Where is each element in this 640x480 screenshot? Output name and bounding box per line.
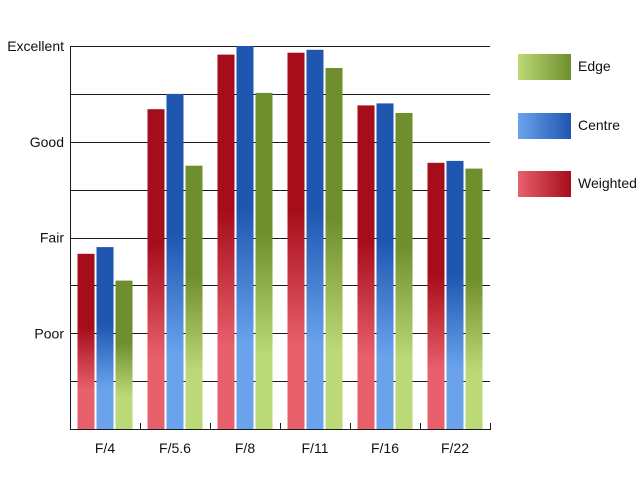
y-tick-label: Poor xyxy=(34,325,64,341)
legend-item-centre: Centre xyxy=(518,113,638,139)
bar-edge xyxy=(255,92,273,430)
legend-swatch-weighted xyxy=(518,171,571,197)
bar-edge xyxy=(115,280,133,429)
bar-centre xyxy=(376,103,394,430)
bar-edge xyxy=(465,168,483,429)
bars xyxy=(77,46,483,430)
gridlines xyxy=(70,46,490,382)
x-tick-label: F/22 xyxy=(441,440,469,456)
x-tick-label: F/8 xyxy=(235,440,255,456)
y-tick-label: Good xyxy=(30,134,64,150)
x-tick-label: F/4 xyxy=(95,440,115,456)
bar-weighted xyxy=(427,162,445,430)
legend-swatch-centre xyxy=(518,113,571,139)
x-tick-label: F/5.6 xyxy=(159,440,191,456)
legend-label-centre: Centre xyxy=(578,117,621,133)
bar-weighted xyxy=(77,253,95,429)
legend-item-weighted: Weighted xyxy=(518,171,638,197)
bar-edge xyxy=(185,165,203,429)
x-tick-label: F/11 xyxy=(302,440,329,456)
bar-centre xyxy=(96,247,114,429)
legend-label-edge: Edge xyxy=(578,58,611,74)
bar-weighted xyxy=(357,105,375,430)
bar-centre xyxy=(236,46,254,429)
axes xyxy=(70,46,491,430)
legend-swatch-edge xyxy=(518,54,571,80)
bar-centre xyxy=(306,49,324,430)
bar-weighted xyxy=(287,52,305,429)
bar-weighted xyxy=(217,54,235,429)
bar-weighted xyxy=(147,109,165,429)
y-tick-label: Fair xyxy=(40,230,64,246)
y-tick-label: Excellent xyxy=(7,38,64,54)
bar-centre xyxy=(446,160,464,429)
x-tick-label: F/16 xyxy=(371,440,399,456)
tick-labels: Poor Fair Good Excellent F/4 F/5.6 F/8 F/11 F/16… xyxy=(7,38,469,456)
legend-label-weighted: Weighted xyxy=(578,175,637,191)
legend-item-edge: Edge xyxy=(518,54,638,80)
bar-edge xyxy=(325,68,343,429)
bar-centre xyxy=(166,93,184,430)
bar-edge xyxy=(395,113,413,429)
